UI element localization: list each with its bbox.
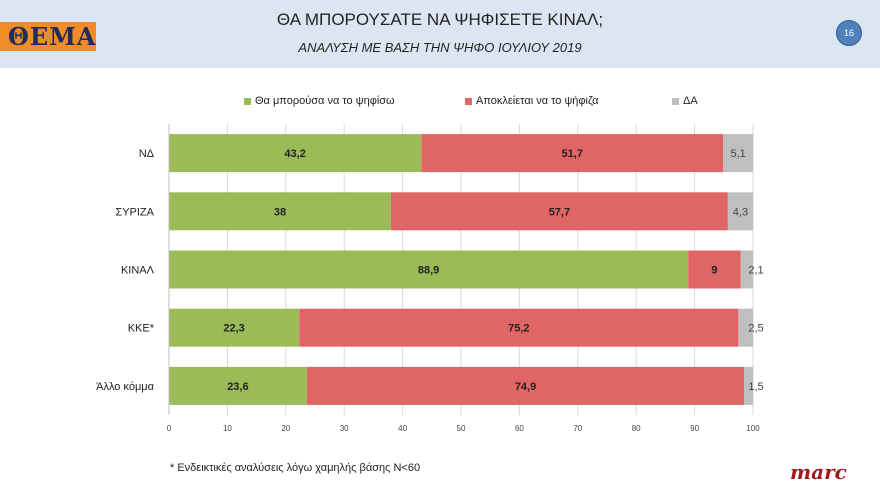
data-label: 9 [711, 265, 717, 277]
x-tick-label: 80 [632, 424, 641, 433]
data-label: 22,3 [223, 323, 244, 335]
legend-swatch [244, 97, 251, 105]
bar-segment [723, 134, 753, 173]
x-tick-label: 90 [690, 424, 699, 433]
x-tick-label: 60 [515, 424, 524, 433]
data-label: 88,9 [418, 265, 439, 277]
data-label: 75,2 [508, 323, 529, 335]
bar-segment [169, 308, 300, 347]
page-number-badge: 16 [836, 20, 862, 46]
page-subtitle: ΑΝΑΛΥΣΗ ΜΕ ΒΑΣΗ ΤΗΝ ΨΗΦΟ ΙΟΥΛΙΟΥ 2019 [298, 40, 582, 55]
legend-item: Θα μπορούσα να το ψηφίσω [244, 95, 395, 107]
x-tick-label: 100 [746, 424, 760, 433]
bar-segment [727, 192, 753, 231]
legend-label: Θα μπορούσα να το ψηφίσω [255, 95, 395, 107]
legend-swatch [672, 97, 679, 105]
bar-segment [299, 308, 739, 347]
data-label: 4,3 [733, 206, 748, 218]
bar-segment [169, 250, 689, 289]
category-label: Άλλο κόμμα [96, 381, 155, 393]
data-label: 74,9 [515, 381, 536, 393]
legend-label: ΔΑ [683, 95, 698, 107]
category-label: ΝΔ [139, 148, 155, 160]
data-label: 2,5 [748, 323, 763, 335]
legend-label: Αποκλείεται να το ψήφιζα [476, 95, 599, 107]
data-label: 38 [274, 206, 286, 218]
x-tick-label: 10 [223, 424, 232, 433]
category-label: ΚΚΕ* [128, 323, 155, 335]
data-label: 57,7 [549, 206, 570, 218]
bar-segment [169, 366, 307, 405]
header-band: ΘΕΜΑ ΘΑ ΜΠΟΡΟΥΣΑΤΕ ΝΑ ΨΗΦΙΣΕΤΕ ΚΙΝΑΛ; ΑΝ… [0, 0, 880, 68]
data-label: 51,7 [562, 148, 583, 160]
bar-segment [738, 308, 753, 347]
bar-segment [306, 366, 745, 405]
x-tick-label: 0 [167, 424, 172, 433]
legend-item: Αποκλείεται να το ψήφιζα [465, 95, 598, 107]
bar-segment [169, 192, 391, 231]
bar-segment [421, 134, 724, 173]
legend-swatch [465, 97, 472, 105]
legend-item: ΔΑ [672, 95, 698, 107]
bar-segment [169, 134, 422, 173]
x-tick-label: 40 [398, 424, 407, 433]
category-label: ΣΥΡΙΖΑ [115, 206, 154, 218]
page-title: ΘΑ ΜΠΟΡΟΥΣΑΤΕ ΝΑ ΨΗΦΙΣΕΤΕ ΚΙΝΑΛ; [276, 10, 604, 29]
data-label: 43,2 [284, 148, 305, 160]
x-tick-label: 20 [281, 424, 290, 433]
footnote: * Ενδεικτικές αναλύσεις λόγω χαμηλής βάσ… [170, 462, 421, 474]
data-label: 1,5 [748, 381, 763, 393]
logo: ΘΕΜΑ [0, 22, 96, 51]
x-tick-label: 50 [457, 424, 466, 433]
marc-logo: marc [790, 460, 847, 484]
category-label: ΚΙΝΑΛ [121, 265, 155, 277]
bar-segment [390, 192, 728, 231]
bar-segment [744, 366, 753, 405]
data-label: 23,6 [227, 381, 248, 393]
x-tick-label: 70 [573, 424, 582, 433]
bar-segment [740, 250, 753, 289]
data-label: 2,1 [748, 265, 763, 277]
bar-segment [688, 250, 741, 289]
x-tick-label: 30 [340, 424, 349, 433]
data-label: 5,1 [730, 148, 745, 160]
